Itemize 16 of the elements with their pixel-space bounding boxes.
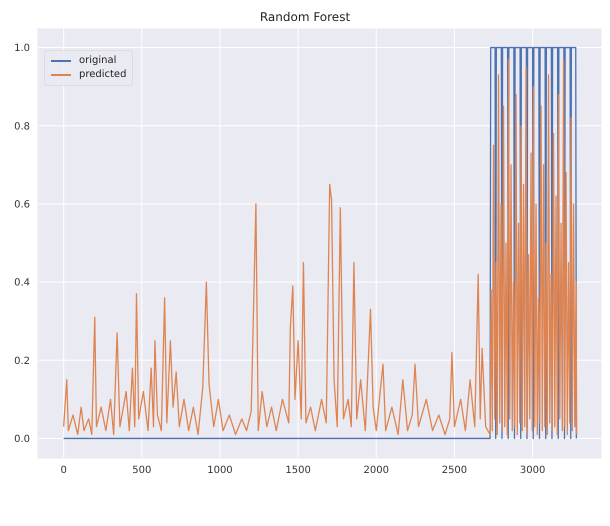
x-tick-label: 0 [60, 465, 67, 476]
x-tick-label: 1000 [207, 465, 233, 476]
chart-title: Random Forest [258, 9, 352, 26]
y-tick-label: 0.6 [14, 199, 30, 210]
y-tick-label: 0.8 [14, 121, 30, 132]
legend-label: original [79, 54, 116, 68]
y-tick-label: 0.2 [14, 356, 30, 367]
y-tick-label: 1.0 [14, 43, 30, 54]
x-tick-label: 2500 [442, 465, 468, 476]
x-tick-label: 1500 [285, 465, 311, 476]
x-tick-label: 500 [132, 465, 152, 476]
y-tick-label: 0.0 [14, 434, 30, 446]
x-tick-label: 2000 [364, 465, 389, 476]
legend-label: predicted [79, 68, 126, 82]
x-tick-label: 3000 [520, 465, 546, 476]
y-tick-label: 0.4 [14, 278, 30, 289]
